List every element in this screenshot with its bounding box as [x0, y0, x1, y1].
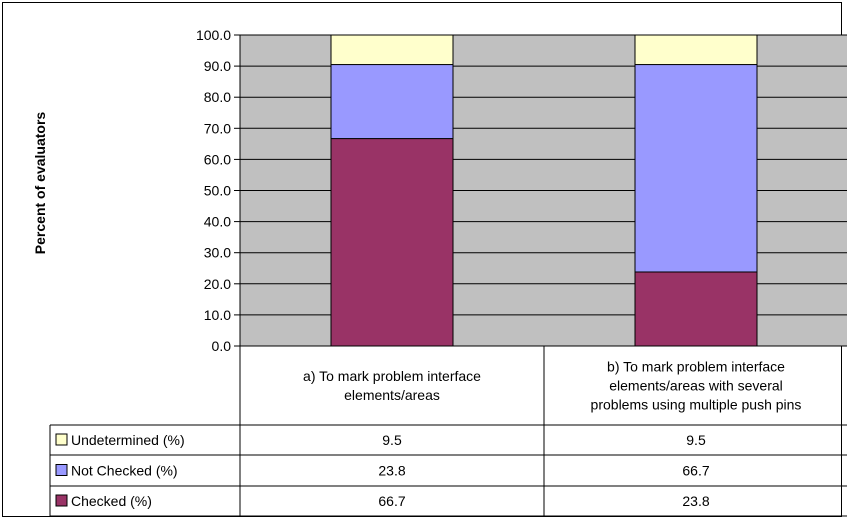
data-label: 23.8	[682, 493, 709, 509]
bar-segment	[330, 34, 454, 66]
y-tick-label: 20.0	[204, 276, 231, 292]
bar-segment	[330, 138, 454, 347]
y-tick-label: 90.0	[204, 58, 231, 74]
bar-segment	[634, 271, 758, 347]
data-label: 66.7	[378, 493, 405, 509]
y-tick-label: 10.0	[204, 307, 231, 323]
legend-entry: Checked (%)	[71, 493, 152, 509]
y-tick-label: 0.0	[212, 338, 232, 354]
legend-entry: Undetermined (%)	[71, 432, 185, 448]
category-label: elements/areas with several	[609, 378, 783, 394]
y-tick-label: 50.0	[204, 183, 231, 199]
legend-swatch	[55, 464, 68, 476]
bar-segment	[634, 64, 758, 273]
category-label: problems using multiple push pins	[591, 397, 802, 413]
data-label: 9.5	[382, 432, 402, 448]
category-label: b) To mark problem interface	[607, 359, 785, 375]
legend-swatch	[55, 494, 68, 507]
y-tick-label: 70.0	[204, 120, 231, 136]
category-label: a) To mark problem interface	[303, 368, 481, 384]
y-tick-label: 100.0	[196, 27, 231, 43]
bar-segment	[634, 34, 758, 66]
y-tick-label: 80.0	[204, 89, 231, 105]
data-label: 9.5	[686, 432, 706, 448]
legend-entry: Not Checked (%)	[71, 463, 178, 479]
category-label: elements/areas	[344, 387, 440, 403]
data-label: 66.7	[682, 463, 709, 479]
y-tick-label: 40.0	[204, 214, 231, 230]
y-tick-label: 30.0	[204, 245, 231, 261]
data-label: 23.8	[378, 463, 405, 479]
y-tick-label: 60.0	[204, 151, 231, 167]
bar-segment	[330, 64, 454, 140]
legend-swatch	[55, 433, 68, 446]
